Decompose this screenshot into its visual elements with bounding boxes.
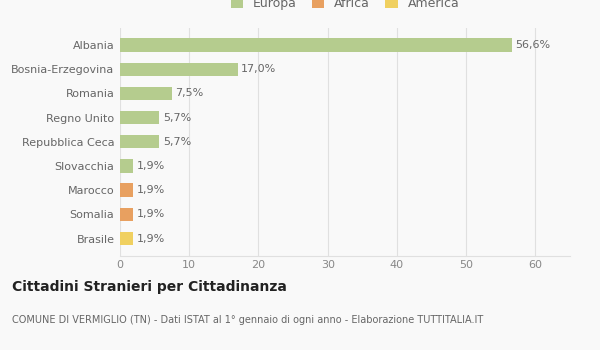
Text: Cittadini Stranieri per Cittadinanza: Cittadini Stranieri per Cittadinanza — [12, 280, 287, 294]
Text: 1,9%: 1,9% — [137, 161, 165, 171]
Bar — [120, 111, 160, 124]
Text: 5,7%: 5,7% — [163, 113, 191, 122]
Bar — [120, 232, 133, 245]
Bar — [120, 38, 512, 52]
Text: 5,7%: 5,7% — [163, 137, 191, 147]
Bar — [120, 87, 172, 100]
Bar — [120, 159, 133, 173]
Text: 1,9%: 1,9% — [137, 233, 165, 244]
Text: 17,0%: 17,0% — [241, 64, 277, 74]
Legend: Europa, Africa, America: Europa, Africa, America — [227, 0, 463, 14]
Bar — [120, 183, 133, 197]
Text: 1,9%: 1,9% — [137, 209, 165, 219]
Bar — [120, 208, 133, 221]
Bar — [120, 135, 160, 148]
Bar — [120, 63, 238, 76]
Text: 7,5%: 7,5% — [175, 88, 203, 98]
Text: COMUNE DI VERMIGLIO (TN) - Dati ISTAT al 1° gennaio di ogni anno - Elaborazione : COMUNE DI VERMIGLIO (TN) - Dati ISTAT al… — [12, 315, 483, 325]
Text: 1,9%: 1,9% — [137, 185, 165, 195]
Text: 56,6%: 56,6% — [515, 40, 550, 50]
